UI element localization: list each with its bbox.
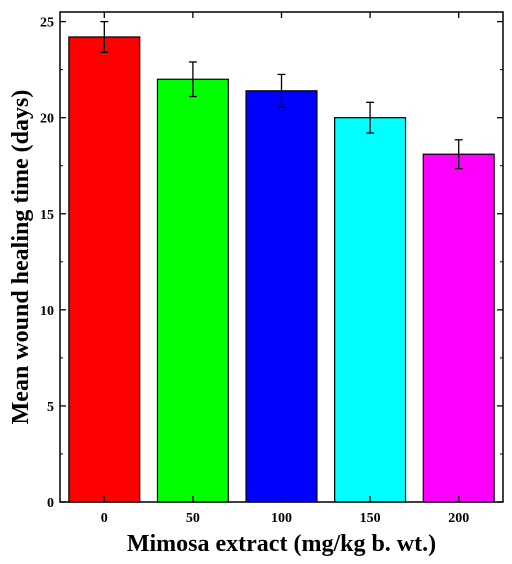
x-tick-label: 0 <box>101 511 108 526</box>
y-tick-label: 15 <box>40 208 54 223</box>
x-axis-ticks: 0 50 100 150 200 <box>101 12 469 526</box>
x-tick-label: 50 <box>186 511 200 526</box>
y-tick-label: 5 <box>47 400 54 415</box>
bar <box>334 117 407 503</box>
bar <box>422 153 495 503</box>
y-tick-label: 10 <box>40 304 54 319</box>
bar <box>245 90 318 503</box>
x-tick-label: 150 <box>360 511 381 526</box>
x-axis-label: Mimosa extract (mg/kg b. wt.) <box>127 531 436 557</box>
y-axis-label: Mean wound healing time (days) <box>8 90 34 425</box>
y-tick-label: 25 <box>40 16 54 31</box>
bar <box>68 36 141 503</box>
bar <box>156 78 229 503</box>
y-tick-label: 20 <box>40 112 54 127</box>
x-tick-label: 100 <box>271 511 292 526</box>
x-tick-label: 200 <box>448 511 469 526</box>
y-axis-ticks: 0 5 10 15 20 25 <box>40 16 503 511</box>
error-bars-group <box>100 20 463 170</box>
y-tick-label: 0 <box>47 496 54 511</box>
